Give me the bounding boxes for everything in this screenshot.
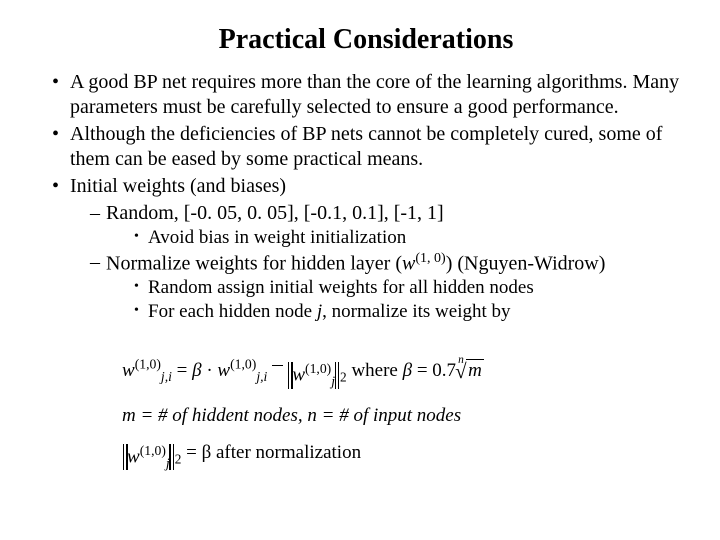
math-norm: w(1,0)j bbox=[288, 362, 339, 389]
math-beta: β bbox=[192, 360, 201, 381]
formula-defs: m = # of hiddent nodes, n = # of input n… bbox=[122, 405, 461, 426]
math-eq: = bbox=[177, 360, 192, 381]
math-w: w bbox=[122, 360, 135, 381]
math-sup: (1,0) bbox=[135, 357, 161, 372]
math-sup: (1,0) bbox=[230, 357, 256, 372]
math-sub: j bbox=[331, 374, 335, 389]
dot-list: Avoid bias in weight initialization bbox=[106, 226, 680, 250]
dot-text: , normalize its weight by bbox=[322, 301, 510, 322]
math-norm-2: 2 bbox=[175, 451, 182, 466]
formula-row-3: w(1,0)j2 = β after normalization bbox=[122, 437, 680, 471]
math-norm: w(1,0)j bbox=[123, 444, 174, 471]
bullet-text: Initial weights (and biases) bbox=[70, 175, 286, 197]
bullet-list: A good BP net requires more than the cor… bbox=[52, 70, 680, 324]
math-root: nm bbox=[456, 355, 484, 387]
dash-text: Random, [-0. 05, 0. 05], [-0.1, 0.1], [-… bbox=[106, 202, 444, 224]
slide-title: Practical Considerations bbox=[52, 24, 680, 56]
dot-text: Avoid bias in weight initialization bbox=[148, 227, 406, 248]
math-w: w bbox=[292, 365, 305, 386]
math-w: w bbox=[402, 252, 415, 274]
dot-item: Random assign initial weights for all hi… bbox=[134, 276, 680, 300]
math-sub: j,i bbox=[256, 369, 267, 384]
math-sub: j bbox=[166, 455, 170, 470]
dot-text: For each hidden node bbox=[148, 301, 317, 322]
math-sub: j,i bbox=[161, 369, 172, 384]
math-val: = 0.7 bbox=[412, 360, 456, 381]
formula-row-1: w(1,0)j,i = β · w(1,0)j,i w(1,0)j2 where… bbox=[122, 334, 680, 396]
dash-item: Normalize weights for hidden layer (w(1,… bbox=[90, 250, 680, 324]
dot-list: Random assign initial weights for all hi… bbox=[106, 276, 680, 324]
dot-item: Avoid bias in weight initialization bbox=[134, 226, 680, 250]
math-beta: β bbox=[403, 360, 412, 381]
bullet-item: Initial weights (and biases) Random, [-0… bbox=[52, 174, 680, 324]
math-w: w bbox=[217, 360, 230, 381]
math-eq: = β bbox=[186, 442, 211, 463]
dot-item: For each hidden node j, normalize its we… bbox=[134, 300, 680, 324]
slide: Practical Considerations A good BP net r… bbox=[0, 0, 720, 540]
bullet-item: Although the deficiencies of BP nets can… bbox=[52, 122, 680, 172]
dash-item: Random, [-0. 05, 0. 05], [-0.1, 0.1], [-… bbox=[90, 201, 680, 250]
formula-block: w(1,0)j,i = β · w(1,0)j,i w(1,0)j2 where… bbox=[122, 334, 680, 471]
math-root-deg: n bbox=[458, 351, 464, 370]
formula-after: after normalization bbox=[216, 442, 361, 463]
math-sup: (1, 0) bbox=[415, 251, 445, 266]
math-w: w bbox=[127, 446, 140, 467]
math-root-arg: m bbox=[466, 359, 484, 381]
dash-text: ) (Nguyen-Widrow) bbox=[446, 252, 606, 274]
bullet-text: Although the deficiencies of BP nets can… bbox=[70, 123, 662, 170]
dash-text: Normalize weights for hidden layer ( bbox=[106, 252, 402, 274]
math-norm-2: 2 bbox=[340, 369, 347, 384]
formula-where: where bbox=[351, 360, 402, 381]
formula-row-2: m = # of hiddent nodes, n = # of input n… bbox=[122, 400, 680, 432]
dot-text: Random assign initial weights for all hi… bbox=[148, 277, 534, 298]
bullet-text: A good BP net requires more than the cor… bbox=[70, 71, 679, 118]
dash-list: Random, [-0. 05, 0. 05], [-0.1, 0.1], [-… bbox=[70, 201, 680, 324]
math-sup: (1,0) bbox=[140, 443, 166, 458]
bullet-item: A good BP net requires more than the cor… bbox=[52, 70, 680, 120]
math-sup: (1,0) bbox=[305, 361, 331, 376]
math-frac-slash bbox=[272, 334, 283, 396]
math-dot: · bbox=[202, 360, 218, 381]
